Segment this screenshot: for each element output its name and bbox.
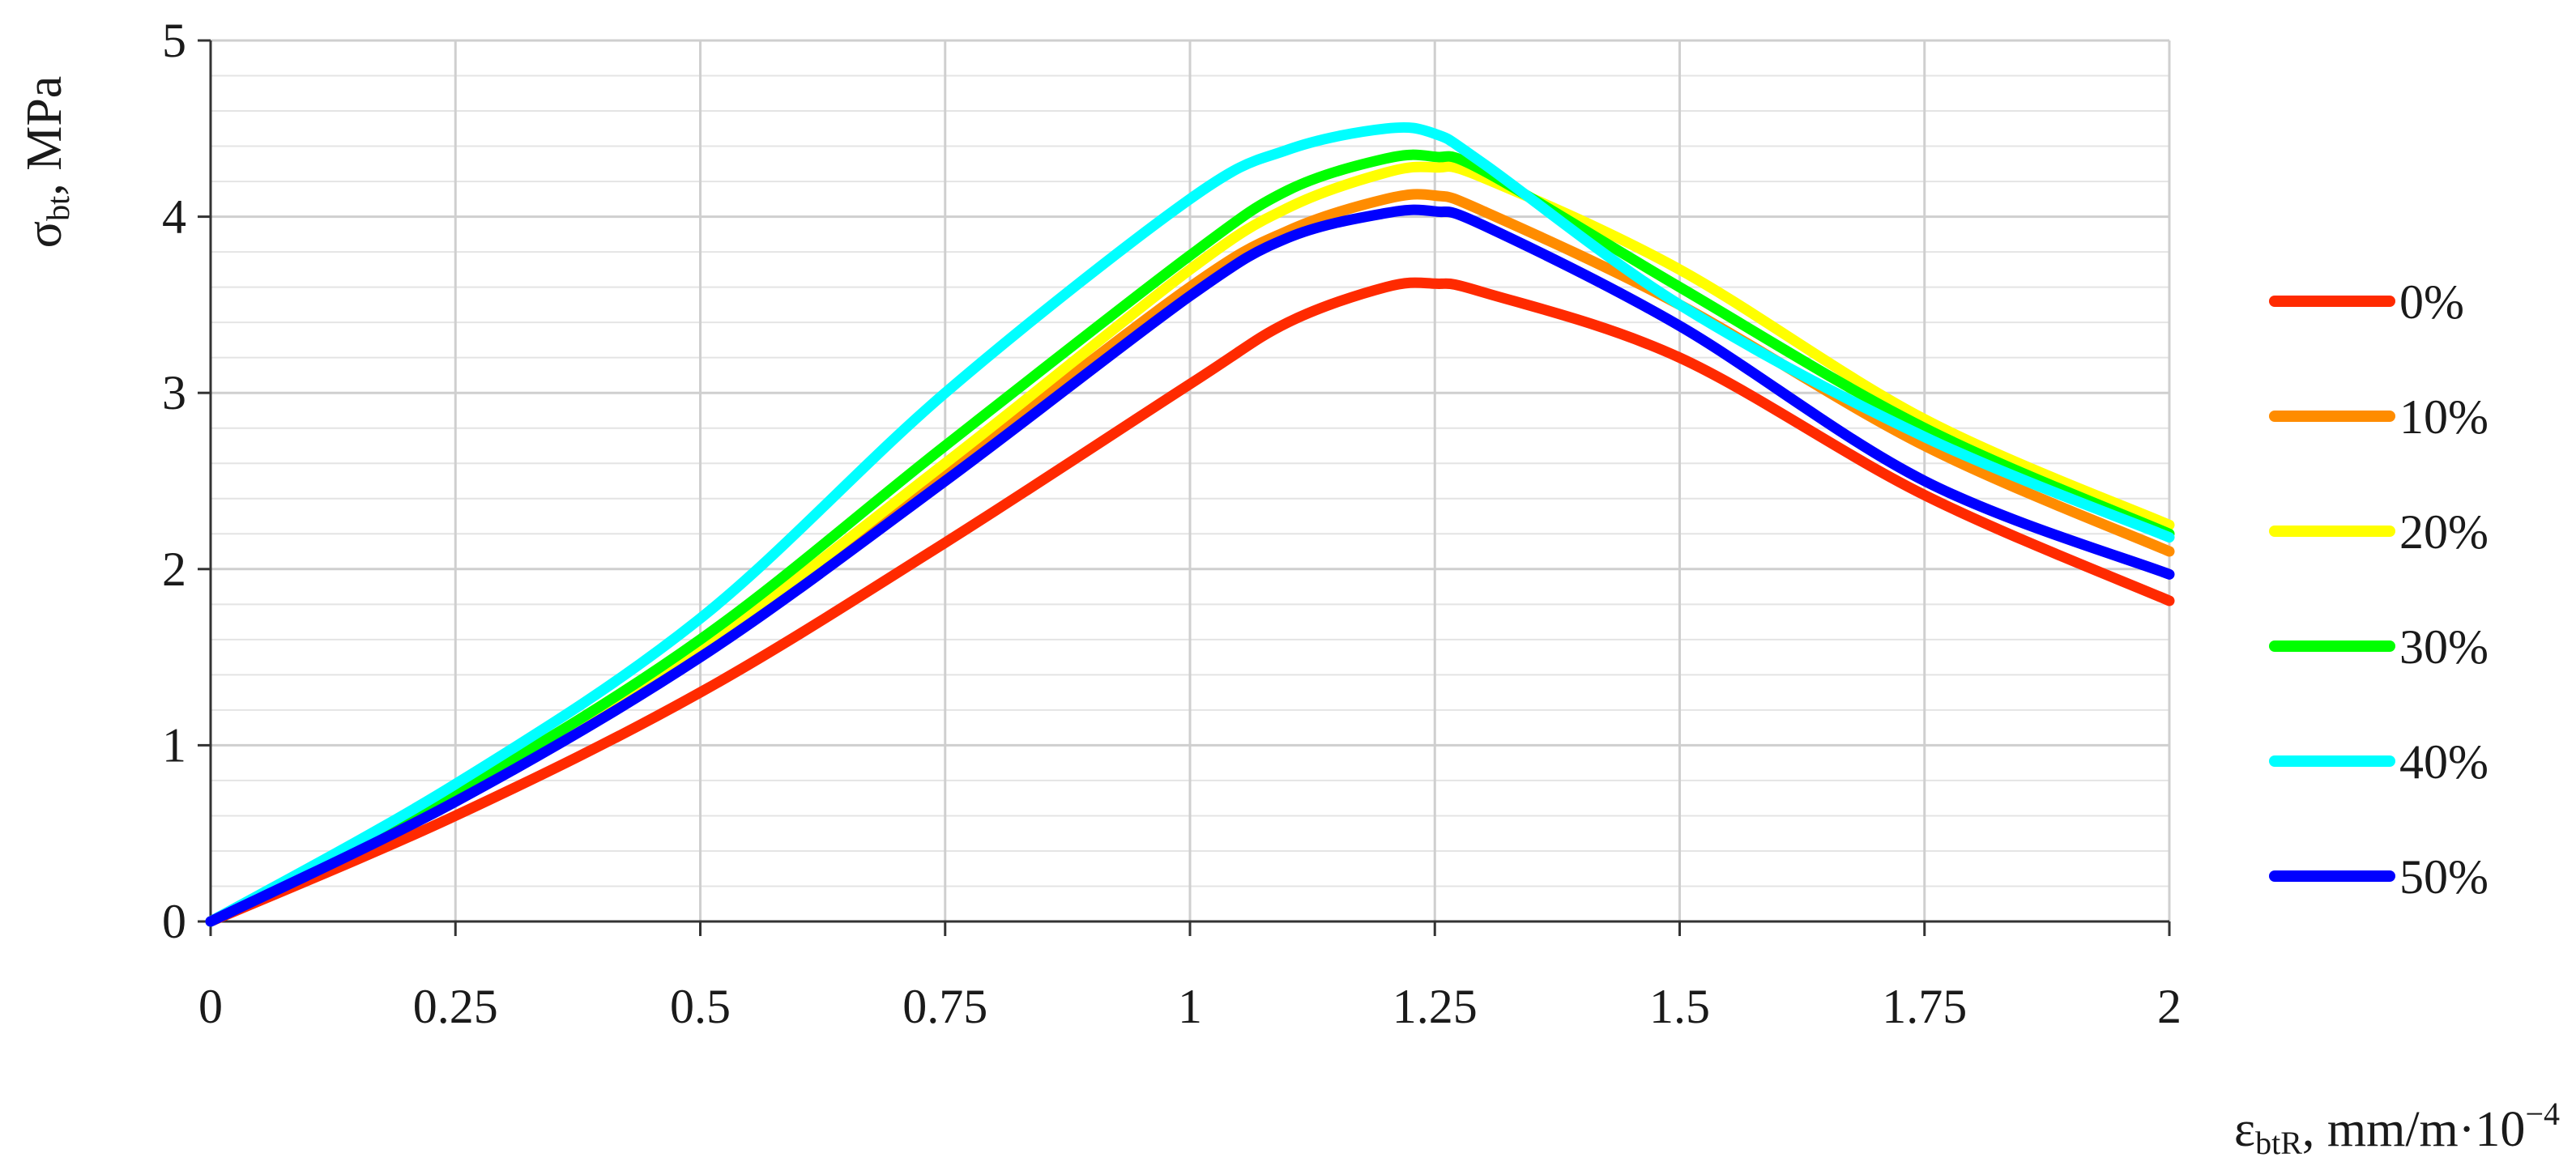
- x-tick-label: 0: [198, 980, 223, 1033]
- legend-label: 30%: [2399, 620, 2489, 674]
- x-tick-label: 2: [2157, 980, 2181, 1033]
- x-tick-label: 1: [1178, 980, 1202, 1033]
- legend-item: 0%: [2269, 275, 2464, 329]
- y-axis-title: σbt, MPa: [17, 76, 76, 249]
- y-tick-label: 3: [162, 366, 186, 419]
- legend-item: 30%: [2269, 620, 2489, 674]
- x-tick-label: 0.75: [902, 980, 987, 1033]
- y-tick-label: 2: [162, 543, 186, 596]
- y-tick-label: 5: [162, 14, 186, 67]
- series-line-0pct: [205, 277, 2175, 927]
- series-line-30pct: [205, 149, 2175, 927]
- legend-label: 10%: [2399, 390, 2489, 444]
- tick-labels: 0 1 2 3 4 5 0 0.25 0.5 0.75 1 1.25 1.5 1.75 2: [162, 14, 2181, 1033]
- x-tick-label: 1.5: [1649, 980, 1710, 1033]
- legend-item: 40%: [2269, 735, 2489, 789]
- legend-label: 50%: [2399, 850, 2489, 904]
- legend-label: 40%: [2399, 735, 2489, 789]
- y-tick-label: 4: [162, 190, 186, 244]
- series-line-40pct: [205, 121, 2175, 927]
- series-line-50pct: [205, 204, 2175, 927]
- legend: 0% 10% 20% 30% 40% 50%: [2269, 275, 2489, 904]
- series-lines: [205, 121, 2175, 927]
- x-tick-label: 1.25: [1392, 980, 1478, 1033]
- x-tick-label: 0.25: [413, 980, 498, 1033]
- x-tick-label: 1.75: [1882, 980, 1967, 1033]
- y-tick-label: 1: [162, 718, 186, 772]
- axes: [198, 39, 2171, 936]
- y-tick-label: 0: [162, 895, 186, 948]
- legend-label: 0%: [2399, 275, 2464, 329]
- legend-label: 20%: [2399, 505, 2489, 559]
- x-tick-label: 0.5: [670, 980, 731, 1033]
- legend-item: 50%: [2269, 850, 2489, 904]
- legend-item: 10%: [2269, 390, 2489, 444]
- x-axis-title: εbtR, mm/m·10−4: [2234, 1096, 2560, 1161]
- legend-item: 20%: [2269, 505, 2489, 559]
